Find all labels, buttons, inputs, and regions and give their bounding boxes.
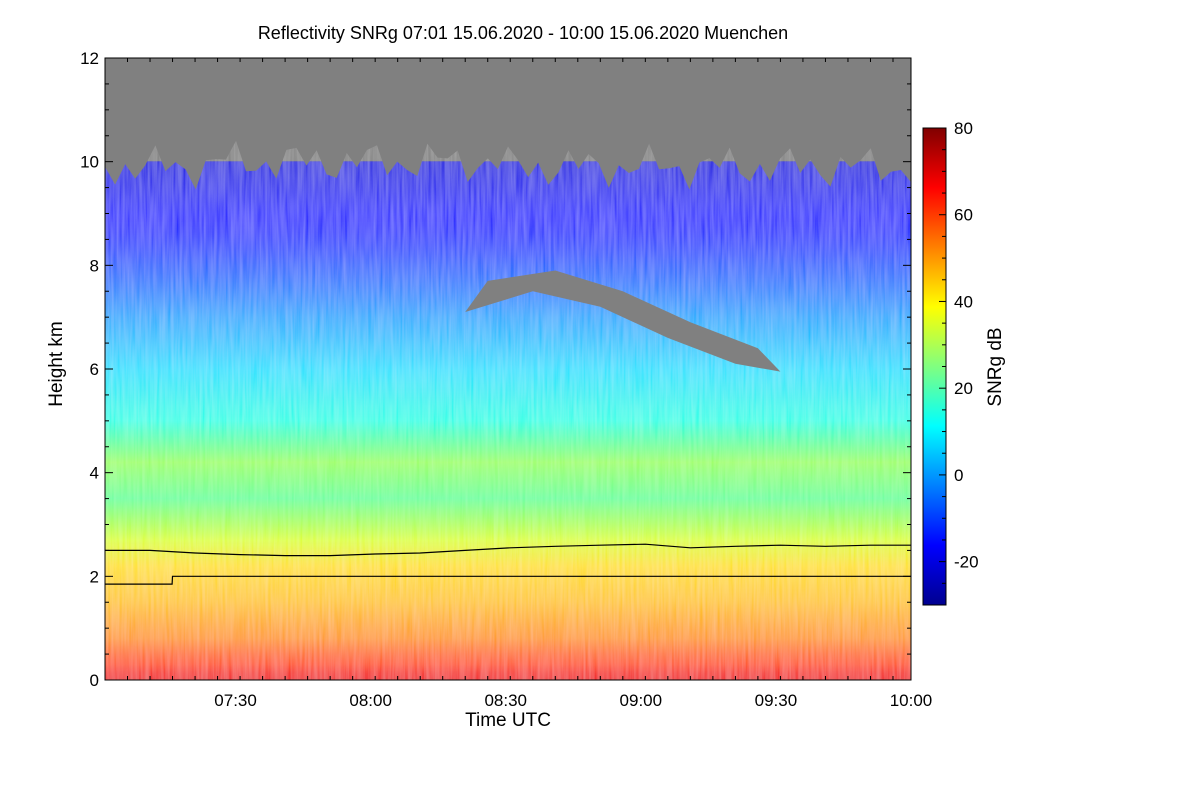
x-tick-label: 07:30 <box>214 691 257 710</box>
y-tick-label: 0 <box>90 671 99 690</box>
colorbar-tick-label: 40 <box>954 292 973 311</box>
no-signal-region <box>105 58 911 190</box>
y-tick-label: 2 <box>90 567 99 586</box>
boundary-line-2 <box>105 575 911 585</box>
colorbar-tick-label: 60 <box>954 206 973 225</box>
y-tick-label: 4 <box>90 464 99 483</box>
colorbar-tick-label: -20 <box>954 553 979 572</box>
chart-title: Reflectivity SNRg 07:01 15.06.2020 - 10:… <box>258 23 788 43</box>
colorbar: -20 0 20 40 60 80 <box>922 119 979 606</box>
y-axis-label: Height km <box>46 321 67 407</box>
x-tick-label: 09:00 <box>620 691 663 710</box>
y-tick-label: 6 <box>90 360 99 379</box>
x-tick-label: 08:00 <box>349 691 392 710</box>
colorbar-label: SNRg dB <box>985 327 1006 406</box>
x-axis-label: Time UTC <box>465 710 551 731</box>
x-tick-label: 09:30 <box>755 691 798 710</box>
x-tick-label: 10:00 <box>890 691 933 710</box>
y-tick-label: 12 <box>80 49 99 68</box>
y-tick-label: 8 <box>90 256 99 275</box>
colorbar-tick-label: 80 <box>954 119 973 138</box>
no-signal-gap <box>465 270 781 372</box>
x-axis: 07:30 08:00 08:30 09:00 09:30 10:00 <box>104 58 933 710</box>
plot-area <box>104 57 912 681</box>
colorbar-tick-label: 20 <box>954 379 973 398</box>
y-tick-label: 10 <box>80 153 99 172</box>
colorbar-tick-label: 0 <box>954 466 963 485</box>
x-tick-label: 08:30 <box>484 691 527 710</box>
boundary-line-1 <box>105 543 911 557</box>
y-axis: 0 2 4 6 8 10 12 <box>80 49 911 690</box>
